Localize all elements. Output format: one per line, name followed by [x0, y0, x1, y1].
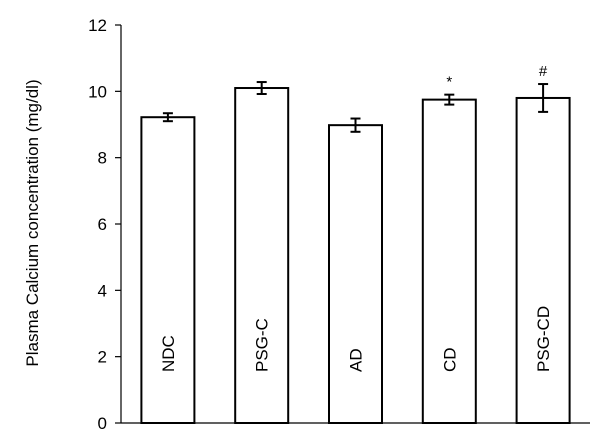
y-tick-label: 6 — [98, 215, 107, 234]
bar-psg-c — [234, 87, 290, 425]
y-tick-label: 12 — [88, 16, 107, 35]
category-label: PSG-C — [253, 318, 272, 372]
category-label: AD — [347, 348, 366, 372]
y-tick-label: 2 — [98, 348, 107, 367]
error-bar — [350, 117, 361, 133]
error-bar — [444, 93, 455, 106]
error-bar — [256, 81, 267, 95]
error-bar — [538, 83, 549, 113]
y-tick-label: 10 — [88, 82, 107, 101]
y-ticks: 0 2 4 6 8 10 12 — [88, 16, 121, 433]
significance-mark: # — [539, 63, 548, 80]
bar-cd — [421, 98, 477, 424]
y-axis-title: Plasma Calcium concentration (mg/dl) — [23, 79, 42, 366]
y-tick-label: 0 — [98, 414, 107, 433]
error-bar — [162, 112, 173, 123]
y-tick-label: 8 — [98, 149, 107, 168]
bars-layer: NDC PSG-C AD CD * PSG-CD # — [140, 63, 571, 425]
category-label: NDC — [159, 335, 178, 372]
bar-psg-cd — [515, 96, 571, 424]
significance-mark: * — [446, 74, 452, 91]
category-label: PSG-CD — [534, 306, 553, 372]
bar-ndc — [140, 116, 196, 424]
bar-ad — [328, 124, 383, 424]
category-label: CD — [440, 347, 459, 372]
y-tick-label: 4 — [98, 281, 107, 300]
